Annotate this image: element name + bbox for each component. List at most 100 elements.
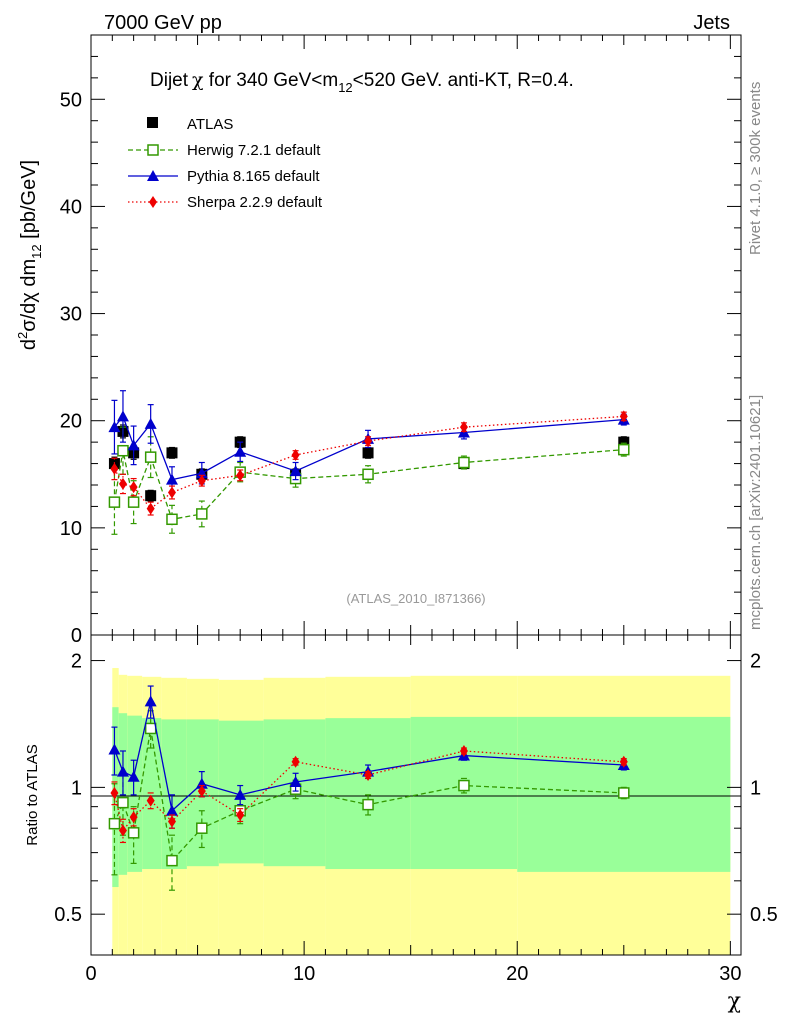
data-point <box>127 827 140 839</box>
data-point <box>129 811 138 824</box>
data-point <box>118 477 127 490</box>
main-ytick-label: 40 <box>60 196 82 218</box>
x-tick-labels: 0 10 20 30 <box>85 963 741 985</box>
data-point <box>618 436 630 448</box>
series-sherpa <box>110 744 628 844</box>
series-line <box>113 415 624 510</box>
plot-title: Dijet χ for 340 GeV<m12<520 GeV. anti-KT,… <box>150 69 574 95</box>
data-point <box>362 798 374 811</box>
ratio-series <box>108 685 630 891</box>
analysis-watermark: (ATLAS_2010_I871366) <box>346 591 485 606</box>
data-point <box>459 744 468 757</box>
legend-sherpa-label: Sherpa 2.2.9 default <box>187 194 323 211</box>
main-ytick-label: 30 <box>60 304 82 326</box>
data-point <box>129 481 138 494</box>
ratio-ylabel: Ratio to ATLAS <box>24 744 41 845</box>
legend: ATLAS Herwig 7.2.1 default Pythia 8.165 … <box>128 116 323 211</box>
data-point <box>145 490 157 502</box>
ratio-ytick-label-right: 1 <box>750 777 761 799</box>
legend-pythia-label: Pythia 8.165 default <box>187 168 320 185</box>
main-ytick-label: 10 <box>60 518 82 540</box>
main-series <box>108 390 630 535</box>
data-point <box>619 755 628 768</box>
ratio-axis-ticks <box>90 635 741 956</box>
ratio-uncertainty-bands <box>112 668 731 955</box>
data-point <box>364 768 373 781</box>
data-point <box>144 695 157 707</box>
data-point <box>110 786 119 799</box>
data-point <box>127 770 140 782</box>
main-ytick-label: 0 <box>71 625 82 647</box>
data-point <box>362 468 374 481</box>
main-plot: 0 10 20 30 40 50 Dijet χ for 340 GeV<m12<520 G… <box>15 34 742 647</box>
data-point <box>291 449 300 461</box>
data-point <box>618 443 630 456</box>
data-point <box>108 817 121 830</box>
data-point <box>167 486 176 499</box>
header-right: Jets <box>693 12 730 34</box>
data-point <box>197 785 206 798</box>
legend-herwig-label: Herwig 7.2.1 default <box>187 142 321 159</box>
data-point <box>236 808 245 821</box>
series-pythia <box>108 685 630 829</box>
main-axis-ticks <box>90 35 741 636</box>
data-point <box>165 473 178 485</box>
series-line <box>113 448 624 521</box>
ratio-ytick-label-left: 1 <box>71 777 82 799</box>
data-point <box>110 462 119 475</box>
xtick-label: 10 <box>293 963 315 985</box>
data-point <box>127 439 140 451</box>
inner-band <box>161 719 187 870</box>
data-point <box>618 787 630 799</box>
data-point <box>127 496 140 508</box>
legend-atlas-marker <box>147 117 158 128</box>
data-point <box>458 779 470 792</box>
main-ytick-label: 50 <box>60 89 82 111</box>
legend-sherpa-marker <box>149 196 157 208</box>
data-point <box>166 513 178 526</box>
series-sherpa <box>110 410 628 516</box>
ratio-ytick-label-left: 2 <box>71 651 82 673</box>
data-point <box>236 469 245 482</box>
data-point <box>291 755 300 768</box>
data-point <box>108 421 121 433</box>
data-point <box>234 445 247 457</box>
data-point <box>362 447 374 459</box>
xtick-label: 30 <box>719 963 741 985</box>
data-point <box>144 722 157 735</box>
legend-pythia-marker <box>147 170 159 181</box>
data-point <box>619 410 628 423</box>
data-point <box>118 824 127 837</box>
data-point <box>146 502 155 515</box>
inner-band <box>127 715 143 872</box>
xtick-label: 0 <box>85 963 96 985</box>
data-point <box>196 822 208 834</box>
data-point <box>234 788 247 800</box>
data-point <box>144 451 157 463</box>
data-point <box>165 804 178 816</box>
data-point <box>116 410 129 422</box>
mcplots-label: mcplots.cern.ch [arXiv:2401.10621] <box>747 395 764 630</box>
data-point <box>166 447 178 459</box>
data-point <box>167 815 176 828</box>
data-point <box>117 444 129 457</box>
data-point <box>117 796 129 809</box>
legend-herwig-marker <box>147 144 159 156</box>
inner-band <box>142 718 162 870</box>
series-line <box>113 750 624 832</box>
legend-atlas-label: ATLAS <box>187 116 233 133</box>
data-point <box>146 794 155 807</box>
data-point <box>196 508 208 520</box>
x-axis-label: χ <box>728 989 741 1014</box>
xtick-label: 20 <box>506 963 528 985</box>
rivet-label: Rivet 4.1.0, ≥ 300k events <box>747 82 764 255</box>
data-point <box>108 496 121 508</box>
data-point <box>144 417 157 429</box>
data-point <box>108 743 121 755</box>
data-point <box>289 775 302 787</box>
main-ylabel: d2σ/dχ dm12 [pb/GeV] <box>15 160 44 350</box>
ratio-ytick-label-right: 2 <box>750 651 761 673</box>
ratio-plot: 0.5 0.5 1 1 2 2 0 10 20 30 Ratio to ATLAS χ <box>24 634 778 1014</box>
data-point <box>364 435 373 448</box>
